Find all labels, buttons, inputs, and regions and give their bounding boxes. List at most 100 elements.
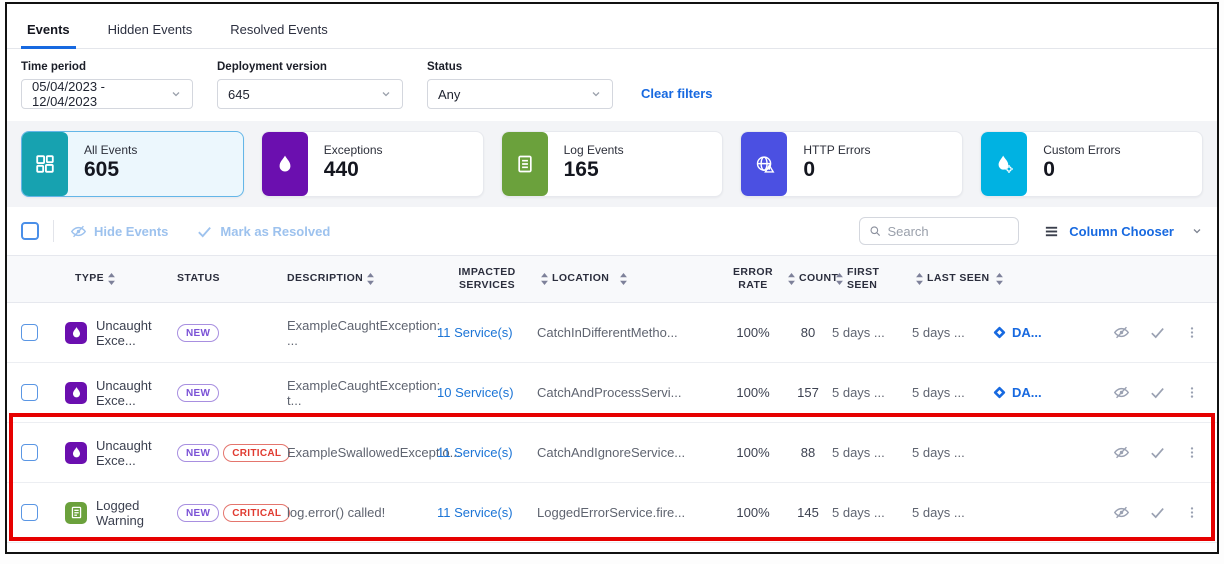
column-header-description[interactable]: DESCRIPTION <box>287 272 437 285</box>
card-log-events[interactable]: Log Events 165 <box>500 131 724 197</box>
column-header-error-rate[interactable]: ERROR RATE <box>733 265 773 291</box>
document-icon <box>501 132 548 196</box>
column-header-first-seen[interactable]: FIRST SEEN <box>832 266 912 292</box>
resolve-event-icon[interactable] <box>1149 324 1166 341</box>
exception-type-icon <box>65 441 87 464</box>
first-seen: 5 days ... <box>832 325 885 340</box>
status-badge-new: NEW <box>177 503 220 522</box>
event-location: LoggedErrorService.fire... <box>537 505 686 520</box>
event-description: ExampleCaughtException: ... <box>287 317 441 348</box>
hide-events-label: Hide Events <box>94 223 169 239</box>
column-header-location[interactable]: LOCATION <box>537 272 722 285</box>
card-value: 165 <box>563 158 599 181</box>
sort-icon[interactable] <box>915 273 924 285</box>
first-seen: 5 days ... <box>832 385 885 400</box>
resolve-event-icon[interactable] <box>1149 504 1166 521</box>
event-type: Uncaught Exce... <box>96 437 152 468</box>
tab-events-label: Events <box>27 22 70 37</box>
card-label: Log Events <box>563 143 624 157</box>
card-label: Exceptions <box>323 143 383 157</box>
time-period-label: Time period <box>21 61 86 73</box>
row-checkbox[interactable] <box>20 384 38 401</box>
exception-type-icon <box>65 381 87 404</box>
column-header-count[interactable]: COUNT <box>784 272 838 285</box>
event-type: Uncaught Exce... <box>96 317 152 348</box>
card-exceptions[interactable]: Exceptions 440 <box>260 131 484 197</box>
hide-event-icon[interactable] <box>1113 324 1130 341</box>
card-label: HTTP Errors <box>803 143 871 157</box>
sort-icon[interactable] <box>366 273 375 285</box>
deployment-version-select[interactable]: 645 <box>217 79 403 109</box>
tab-resolved-events[interactable]: Resolved Events <box>228 16 330 48</box>
hide-events-button[interactable]: Hide Events <box>70 223 168 240</box>
impacted-services-link[interactable]: 11 Service(s) <box>437 445 513 460</box>
card-value: 0 <box>1043 158 1055 181</box>
tab-hidden-events-label: Hidden Events <box>107 22 193 37</box>
platform-link[interactable]: DA... <box>992 385 1064 400</box>
chevron-down-icon <box>592 92 600 97</box>
diamond-icon <box>993 326 1006 339</box>
card-http-errors[interactable]: HTTP Errors 0 <box>740 131 964 197</box>
hide-event-icon[interactable] <box>1113 444 1130 461</box>
app-window: Events Hidden Events Resolved Events Tim… <box>5 2 1219 554</box>
error-rate: 100% <box>736 385 770 400</box>
platform-link[interactable]: DA... <box>992 325 1064 340</box>
resolve-event-icon[interactable] <box>1149 384 1166 401</box>
kebab-menu-icon[interactable] <box>1185 384 1199 401</box>
menu-icon <box>1046 226 1058 236</box>
time-period-filter: Time period 05/04/2023 - 12/04/2023 <box>21 61 193 109</box>
status-badge-new: NEW <box>177 323 220 342</box>
table-row: Uncaught Exce... NEW ExampleCaughtExcept… <box>7 303 1217 363</box>
sort-icon[interactable] <box>787 273 796 285</box>
time-period-value: 05/04/2023 - 12/04/2023 <box>32 79 106 109</box>
table-header: TYPE STATUS DESCRIPTION IMPACTED SERVICE… <box>7 255 1217 303</box>
mark-resolved-button[interactable]: Mark as Resolved <box>196 223 330 240</box>
hide-event-icon[interactable] <box>1113 384 1130 401</box>
row-checkbox[interactable] <box>20 444 38 461</box>
impacted-services-link[interactable]: 11 Service(s) <box>437 505 513 520</box>
card-value: 605 <box>84 158 120 181</box>
column-header-impacted-services[interactable]: IMPACTED SERVICES <box>458 265 516 291</box>
column-chooser-button[interactable]: Column Chooser <box>1043 224 1203 239</box>
sort-icon[interactable] <box>619 273 628 285</box>
impacted-services-link[interactable]: 11 Service(s) <box>437 325 513 340</box>
first-seen: 5 days ... <box>832 445 885 460</box>
kebab-menu-icon[interactable] <box>1185 444 1199 461</box>
hide-event-icon[interactable] <box>1113 504 1130 521</box>
time-period-select[interactable]: 05/04/2023 - 12/04/2023 <box>21 79 193 109</box>
sort-icon[interactable] <box>540 273 549 285</box>
table-row: Uncaught Exce... NEW ExampleCaughtExcept… <box>7 363 1217 423</box>
sort-icon[interactable] <box>835 273 844 285</box>
impacted-services-link[interactable]: 10 Service(s) <box>437 385 514 400</box>
column-header-type[interactable]: TYPE <box>51 272 177 285</box>
flame-icon <box>261 132 308 196</box>
event-count: 88 <box>800 445 816 460</box>
tab-hidden-events[interactable]: Hidden Events <box>106 16 195 48</box>
card-all-events[interactable]: All Events 605 <box>21 131 244 197</box>
clear-filters-link[interactable]: Clear filters <box>641 86 713 101</box>
select-all-checkbox[interactable] <box>21 222 39 240</box>
column-header-last-seen[interactable]: LAST SEEN <box>912 272 992 285</box>
flame-gear-icon <box>981 132 1028 196</box>
tab-bar: Events Hidden Events Resolved Events <box>7 4 1217 49</box>
search-input[interactable] <box>887 223 1010 239</box>
event-location: CatchAndIgnoreService... <box>537 445 686 460</box>
card-custom-errors[interactable]: Custom Errors 0 <box>980 131 1203 197</box>
sort-icon[interactable] <box>995 273 1004 285</box>
row-checkbox[interactable] <box>20 504 38 521</box>
mark-resolved-label: Mark as Resolved <box>220 223 331 239</box>
kebab-menu-icon[interactable] <box>1185 504 1199 521</box>
event-description: log.error() called! <box>287 505 386 520</box>
status-select[interactable]: Any <box>427 79 613 109</box>
tab-events[interactable]: Events <box>21 16 76 49</box>
row-checkbox[interactable] <box>20 324 38 341</box>
stat-cards: All Events 605 Exceptions 440 Log Events… <box>7 121 1217 207</box>
search-box <box>859 217 1020 245</box>
chevron-down-icon <box>1193 229 1201 234</box>
card-value: 440 <box>323 158 359 181</box>
column-header-status[interactable]: STATUS <box>177 272 220 285</box>
resolve-event-icon[interactable] <box>1149 444 1166 461</box>
sort-icon[interactable] <box>107 273 116 285</box>
kebab-menu-icon[interactable] <box>1185 324 1199 341</box>
last-seen: 5 days ... <box>912 445 965 460</box>
